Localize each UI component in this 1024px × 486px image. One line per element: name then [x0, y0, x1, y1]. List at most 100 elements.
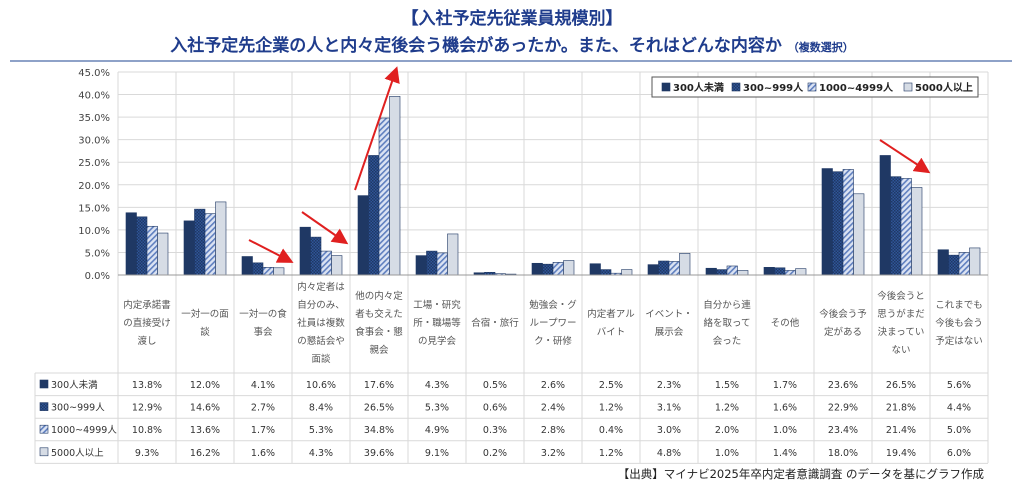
- bar: [447, 233, 459, 276]
- category-label: 定がある: [824, 326, 862, 338]
- table-cell: 26.5%: [886, 380, 916, 391]
- category-label: 社員は複数: [297, 317, 345, 329]
- legend-swatch: [731, 82, 741, 92]
- table-cell: 12.0%: [190, 380, 220, 391]
- table-cell: 12.9%: [132, 403, 162, 414]
- bar: [679, 253, 691, 276]
- bar: [157, 232, 169, 276]
- table-cell: 19.4%: [886, 448, 916, 459]
- legend-label: 300~999人: [743, 81, 804, 94]
- table-cell: 3.1%: [657, 403, 681, 414]
- table-cell: 1.7%: [773, 380, 797, 391]
- bar: [542, 263, 554, 276]
- bar: [621, 269, 633, 276]
- table-cell: 4.4%: [947, 403, 971, 414]
- category-label: 所・職場等: [413, 317, 461, 329]
- table-cell: 10.8%: [132, 425, 162, 436]
- category-label: 一対一の食: [239, 308, 287, 320]
- bar: [879, 155, 891, 276]
- category-label: 渡し: [137, 335, 156, 347]
- table-cell: 1.6%: [773, 403, 797, 414]
- bar: [136, 216, 148, 276]
- bar: [252, 262, 264, 276]
- category-label: 勉強会・グ: [529, 299, 577, 311]
- bar: [890, 176, 902, 276]
- table-cell: 0.4%: [599, 425, 623, 436]
- category-label: 内々定者は: [297, 281, 345, 293]
- table-cell: 6.0%: [947, 448, 971, 459]
- category-label: 思うがまだ: [877, 308, 925, 320]
- trend-arrow: [879, 139, 931, 174]
- table-cell: 39.6%: [364, 448, 394, 459]
- bar: [647, 264, 659, 276]
- bar: [436, 252, 448, 276]
- table-cell: 3.0%: [657, 425, 681, 436]
- category-label: 内定承諾書: [123, 299, 171, 311]
- table-cell: 0.6%: [483, 403, 507, 414]
- bar: [589, 263, 601, 276]
- legend-key: [39, 447, 49, 457]
- category-label: 工場・研究: [413, 299, 461, 311]
- category-label: 内定者アル: [587, 308, 635, 320]
- table-cell: 4.8%: [657, 448, 681, 459]
- legend-swatch: [903, 82, 913, 92]
- category-label: の懇話会や: [297, 335, 345, 347]
- chart-title: 【入社予定先従業員規模別】: [401, 9, 623, 29]
- category-label: ループワー: [530, 318, 577, 329]
- bar: [389, 96, 401, 276]
- bar: [969, 247, 981, 276]
- bar: [241, 256, 253, 276]
- category-label: の直接受け: [123, 317, 171, 329]
- bar: [299, 226, 311, 276]
- y-tick-label: 30.0%: [78, 136, 110, 147]
- table-cell: 5.3%: [309, 425, 333, 436]
- category-label: 絡を取って: [703, 317, 750, 329]
- source-note: 【出典】マイナビ2025年卒内定者意識調査 のデータを基にグラフ作成: [617, 467, 984, 481]
- title-divider: [10, 60, 1012, 62]
- table-cell: 4.1%: [251, 380, 275, 391]
- bar: [716, 269, 728, 276]
- bar: [726, 265, 738, 276]
- category-label: 談: [200, 326, 210, 338]
- category-label: 今後会うと: [877, 290, 925, 302]
- bar: [320, 250, 332, 276]
- bar: [658, 260, 670, 276]
- bar: [821, 168, 833, 276]
- table-cell: 4.9%: [425, 425, 449, 436]
- table-cell: 4.3%: [425, 380, 449, 391]
- category-label: 食事会・懇: [355, 326, 403, 338]
- legend-key: [39, 379, 49, 389]
- bar: [125, 212, 137, 276]
- table-cell: 1.2%: [599, 448, 623, 459]
- category-label: 会った: [713, 335, 742, 347]
- table-cell: 5.3%: [425, 403, 449, 414]
- bar: [215, 201, 227, 276]
- bar: [842, 169, 854, 276]
- bar: [368, 155, 380, 276]
- bar: [194, 208, 206, 276]
- bar: [853, 193, 865, 276]
- table-cell: 2.6%: [541, 380, 565, 391]
- category-label: 自分のみ、: [297, 299, 345, 311]
- category-label: 一対一の面: [181, 308, 229, 320]
- trend-arrow: [301, 211, 349, 245]
- legend-key: [39, 424, 49, 434]
- bar: [774, 267, 786, 276]
- table-cell: 3.2%: [541, 448, 565, 459]
- bar: [948, 254, 960, 276]
- table-cell: 2.5%: [599, 380, 623, 391]
- category-label: 自分から連: [703, 299, 751, 311]
- table-cell: 34.8%: [364, 425, 394, 436]
- table-cell: 1.7%: [251, 425, 275, 436]
- bar: [310, 236, 322, 276]
- table-cell: 9.1%: [425, 448, 449, 459]
- table-cell: 1.0%: [773, 425, 797, 436]
- table-cell: 18.0%: [828, 448, 858, 459]
- bar: [937, 249, 949, 276]
- y-tick-label: 0.0%: [85, 271, 110, 282]
- subtitle-note: （複数選択）: [787, 41, 854, 54]
- trend-arrow: [354, 66, 400, 191]
- y-tick-label: 25.0%: [78, 158, 110, 169]
- table-cell: 2.4%: [541, 403, 565, 414]
- y-tick-label: 40.0%: [78, 91, 110, 102]
